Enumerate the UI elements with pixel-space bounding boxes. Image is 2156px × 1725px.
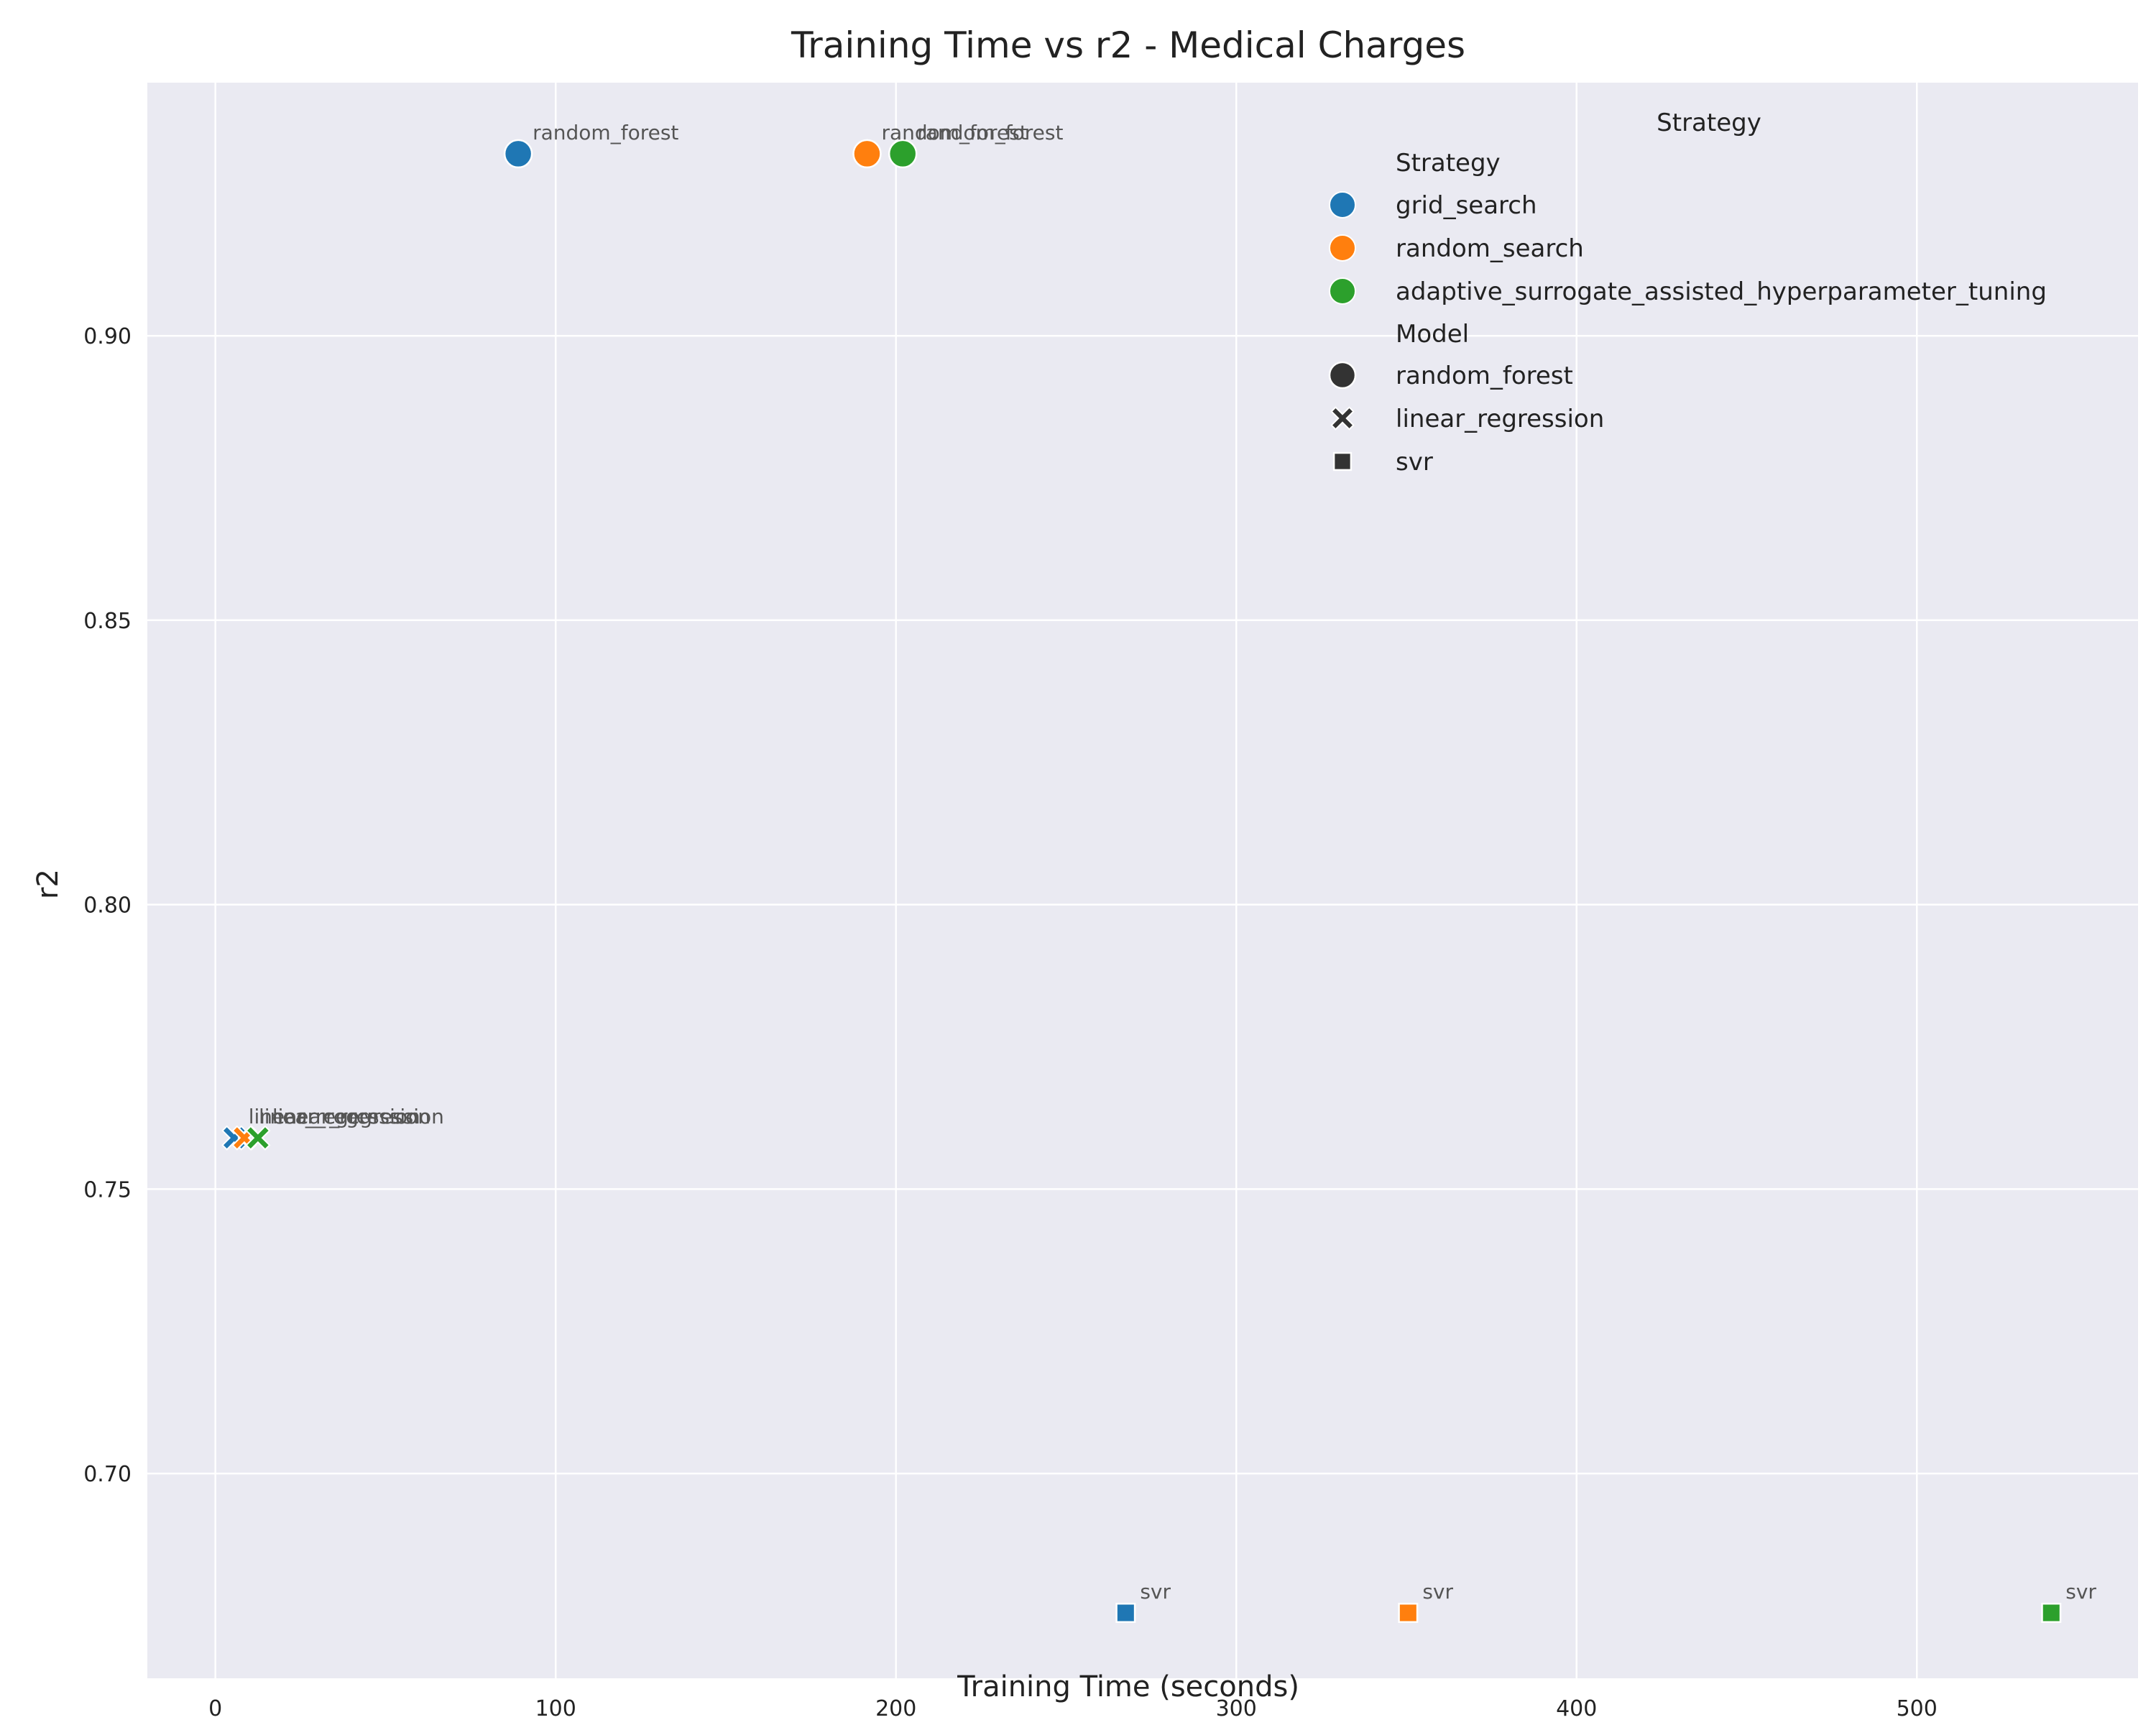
point-label: random_forest	[533, 121, 678, 144]
legend-strategy-entries: grid_search random_search adaptive_surroga…	[1329, 191, 2047, 306]
legend-label-model: svr	[1396, 448, 1433, 477]
y-tick-label: 0.75	[83, 1177, 132, 1202]
point-label: random_forest	[917, 121, 1063, 144]
point-label: svr	[1140, 1580, 1171, 1604]
legend-marker-random_search	[1329, 234, 1356, 262]
data-point-svr	[1115, 1602, 1136, 1623]
legend-outer-title: Strategy	[1657, 109, 1761, 137]
y-tick-label: 0.80	[83, 893, 132, 919]
x-tick-label: 0	[208, 1696, 222, 1721]
point-label: random_forest	[881, 121, 1027, 144]
data-point-svr	[1398, 1602, 1419, 1623]
y-tick-label: 0.90	[83, 324, 132, 349]
chart-title: Training Time vs r2 - Medical Charges	[791, 24, 1465, 66]
legend-label-strategy: grid_search	[1396, 191, 1537, 220]
point-label: linear_regression	[272, 1105, 444, 1128]
x-axis-label: Training Time (seconds)	[957, 1670, 1299, 1703]
data-point-linear_regression	[245, 1125, 271, 1151]
y-axis-label: r2	[32, 869, 65, 899]
x-tick-label: 500	[1897, 1696, 1938, 1721]
x-tick-labels: 0 100 200 300 400 500	[208, 1696, 1938, 1721]
legend-marker-grid_search	[1329, 191, 1356, 218]
legend-label-strategy: random_search	[1396, 234, 1584, 263]
point-label: linear_regression	[249, 1105, 420, 1128]
x-tick-label: 300	[1216, 1696, 1257, 1721]
data-point-svr	[2041, 1602, 2062, 1623]
data-point-random_forest	[852, 139, 882, 169]
data-point-random_forest	[503, 139, 533, 169]
legend-label-model: linear_regression	[1396, 405, 1604, 433]
x-tick-label: 200	[875, 1696, 916, 1721]
point-label: linear_regression	[259, 1105, 430, 1128]
x-tick-label: 100	[535, 1696, 576, 1721]
point-label: svr	[1422, 1580, 1453, 1604]
legend-hue-title: Strategy	[1396, 149, 1501, 178]
legend-label-model: random_forest	[1396, 362, 1573, 390]
legend-marker-adaptive_surrogate_assisted_hyperparameter_tuning	[1329, 277, 1356, 305]
plot-area	[147, 83, 2138, 1678]
y-tick-label: 0.85	[83, 609, 132, 634]
legend: Strategy Strategy grid_search random_sear…	[1328, 109, 2047, 477]
y-tick-labels: 0.70 0.75 0.80 0.85 0.90	[83, 324, 132, 1487]
legend-marker-random_forest	[1328, 361, 1357, 390]
legend-style-title: Model	[1396, 320, 1469, 349]
x-tick-label: 400	[1556, 1696, 1597, 1721]
data-point-random_forest	[888, 139, 918, 169]
legend-marker-svr	[1332, 451, 1353, 472]
data-points	[221, 139, 2062, 1623]
legend-label-strategy: adaptive_surrogate_assisted_hyperparamet…	[1396, 277, 2047, 306]
grid-lines	[147, 83, 2138, 1678]
point-label: svr	[2065, 1580, 2096, 1604]
point-labels: random_forest random_forestrandom_forestl…	[249, 121, 2097, 1604]
y-tick-label: 0.70	[83, 1462, 132, 1487]
legend-marker-linear_regression	[1330, 406, 1355, 431]
